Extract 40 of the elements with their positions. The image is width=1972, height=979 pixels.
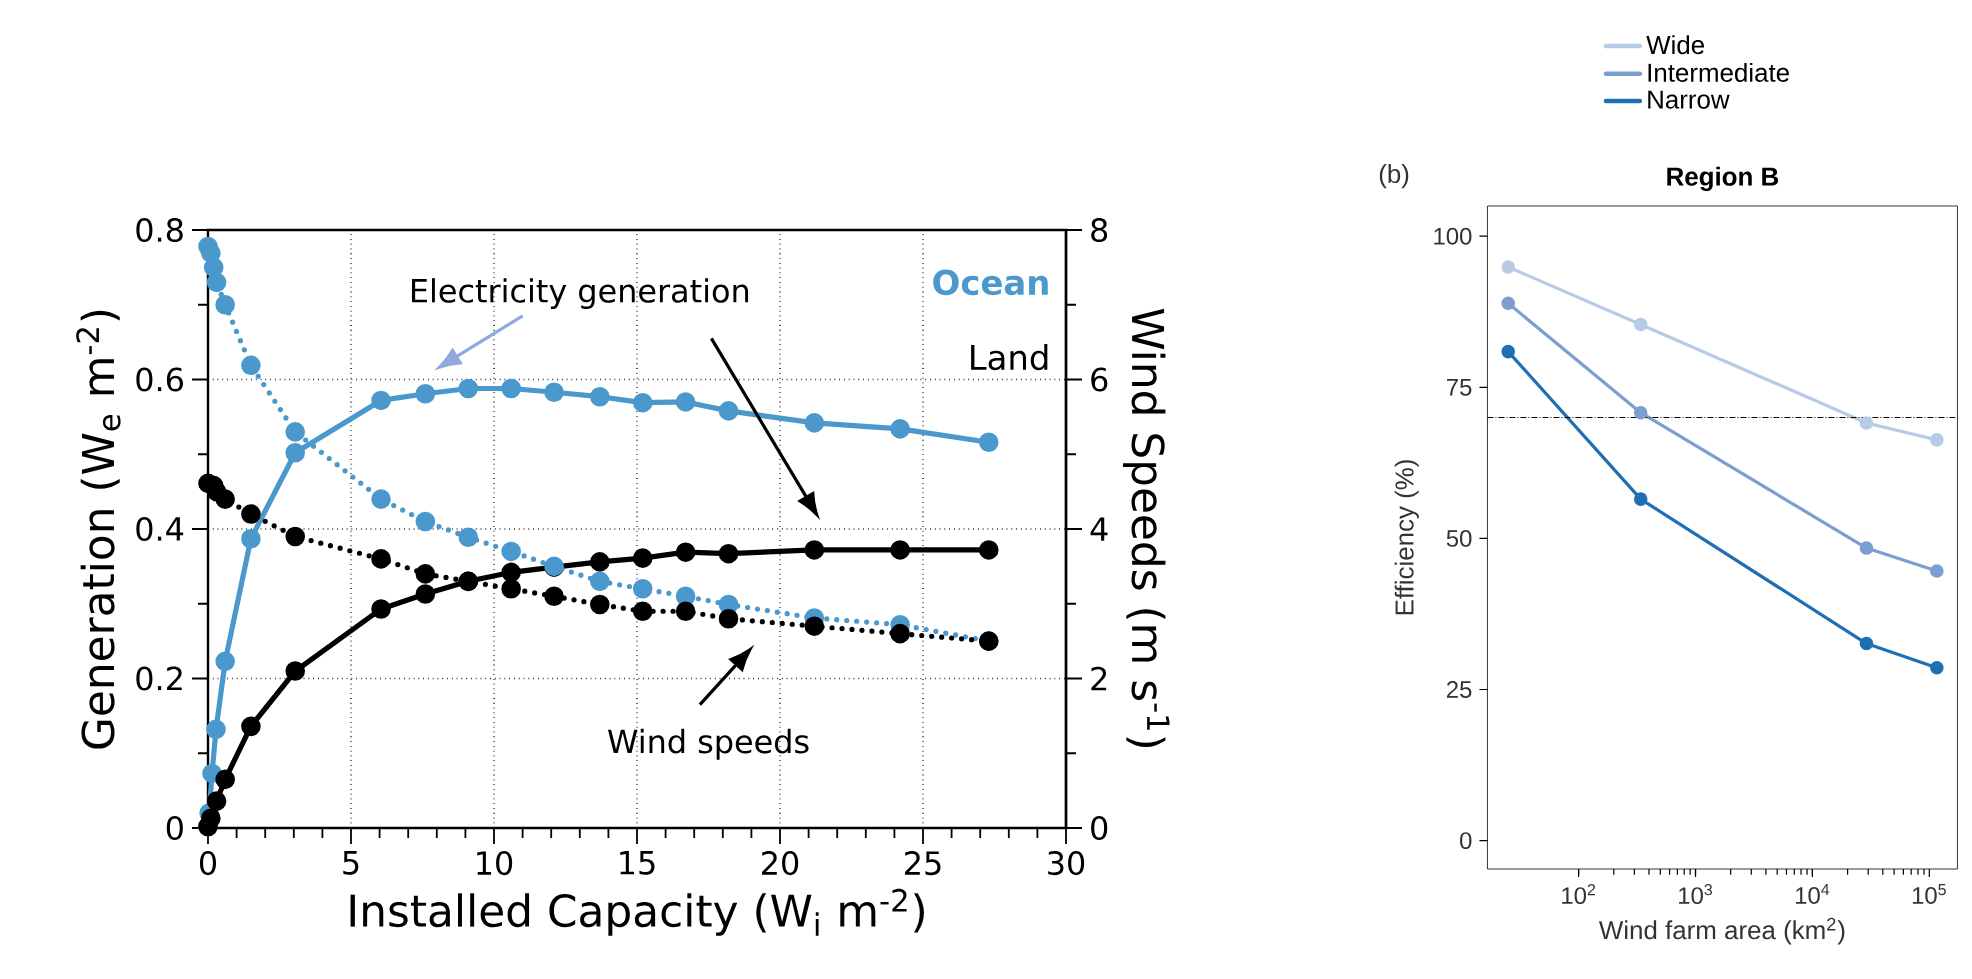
legend-label: Land <box>971 343 1048 371</box>
x-tick-label: 10$^{2}$ <box>1562 884 1596 905</box>
y2-tick-label: 0 <box>1091 815 1108 841</box>
legend-label: Wide <box>1646 35 1704 55</box>
y2-tick-label: 2 <box>1091 666 1107 691</box>
annotation: Wind speeds <box>607 728 809 760</box>
text: Ocean <box>933 269 1048 296</box>
x-axis-title: Installed Capacity (W$_{i}$ m$^{-2}$) <box>350 888 924 936</box>
legend-label: Narrow <box>1648 90 1730 109</box>
y-tick-label: 50 <box>1446 529 1472 547</box>
y-axis-title: Efficiency (%) <box>1394 460 1419 615</box>
x-tick-label: 10$^{4}$ <box>1795 884 1830 904</box>
x-tick-label: 25 <box>905 851 941 876</box>
y-tick-label: 0 <box>166 815 183 841</box>
x-axis-title: Wind farm area (km$^{2}$) <box>1598 917 1845 945</box>
text: (b) <box>1379 164 1409 189</box>
y-tick-label: 25 <box>1446 681 1472 698</box>
y2-tick-label: 6 <box>1091 367 1108 392</box>
y-tick-label: 0.2 <box>136 666 182 691</box>
y-tick-label: 0.8 <box>136 217 183 243</box>
x-tick-label: 20 <box>762 851 799 876</box>
y-tick-label: 0.4 <box>136 516 184 542</box>
x-tick-label: 10$^{3}$ <box>1679 884 1713 905</box>
y-tick-label: 75 <box>1447 378 1472 396</box>
x-tick-label: 5 <box>343 851 359 875</box>
x-tick-label: 10 <box>477 851 513 876</box>
x-tick-label: 15 <box>620 851 655 875</box>
chart-title: Region B <box>1667 166 1779 192</box>
y2-tick-label: 4 <box>1090 517 1108 541</box>
y2-tick-label: 8 <box>1091 217 1108 243</box>
y2-axis-title: Wind Speeds (m s$^{-1}$) <box>1123 308 1170 748</box>
y-axis-title: Generation (W$_{e}$ m$^{-2}$) <box>76 310 121 749</box>
annotation: Electricity generation <box>411 278 749 309</box>
y-tick-label: 0.6 <box>136 367 183 392</box>
y-tick-label: 0 <box>1460 832 1472 850</box>
y-tick-label: 100 <box>1434 227 1472 245</box>
legend-label: Intermediate <box>1648 62 1789 82</box>
x-tick-label: 0 <box>199 851 217 876</box>
x-tick-label: 10$^{5}$ <box>1912 884 1946 904</box>
x-tick-label: 30 <box>1048 851 1085 876</box>
